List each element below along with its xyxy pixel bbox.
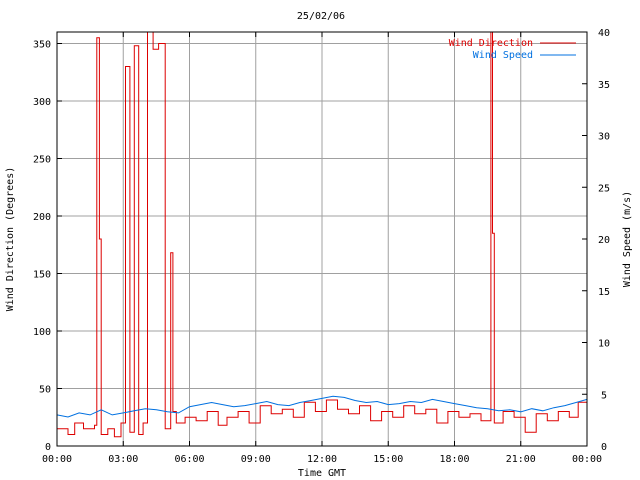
x-tick-label: 12:00 (307, 454, 337, 465)
legend-label-wind-direction: Wind Direction (449, 38, 533, 49)
x-tick-label: 21:00 (506, 454, 536, 465)
x-tick-label: 15:00 (373, 454, 403, 465)
x-tick-label: 06:00 (174, 454, 204, 465)
x-tick-label: 00:00 (42, 454, 72, 465)
y-left-tick-label: 150 (33, 270, 51, 281)
x-axis-title: Time GMT (298, 468, 346, 479)
y-left-tick-label: 300 (33, 97, 51, 108)
y-right-tick-label: 5 (601, 390, 607, 401)
axis-ticks: 00:00 03:00 06:00 09:00 12:00 15:00 18:00 21:00… (33, 28, 610, 465)
y-left-tick-label: 50 (39, 385, 51, 396)
chart-title: 25/02/06 (297, 11, 345, 22)
legend: Wind Direction Wind Speed (449, 38, 576, 61)
x-tick-label: 09:00 (241, 454, 271, 465)
series-line-wind-speed (56, 395, 588, 418)
y-left-tick-label: 200 (33, 212, 51, 223)
grid (57, 32, 587, 446)
y-left-tick-label: 350 (33, 40, 51, 51)
y-right-tick-label: 30 (598, 132, 610, 143)
x-tick-label: 18:00 (439, 454, 469, 465)
y-axis-left-title: Wind Direction (Degrees) (5, 167, 16, 312)
y-right-tick-label: 25 (598, 183, 610, 194)
y-right-tick-label: 10 (598, 339, 610, 350)
y-right-tick-label: 0 (601, 442, 607, 453)
legend-label-wind-speed: Wind Speed (473, 50, 533, 61)
y-right-tick-label: 40 (598, 28, 610, 39)
x-tick-label: 03:00 (108, 454, 138, 465)
x-tick-label: 00:00 (572, 454, 602, 465)
y-left-tick-label: 250 (33, 155, 51, 166)
y-left-tick-label: 100 (33, 327, 51, 338)
y-axis-right-title: Wind Speed (m/s) (622, 191, 633, 287)
y-right-tick-label: 15 (598, 287, 610, 298)
y-right-tick-label: 35 (598, 80, 610, 91)
y-right-tick-label: 20 (598, 235, 610, 246)
y-left-tick-label: 0 (45, 442, 51, 453)
